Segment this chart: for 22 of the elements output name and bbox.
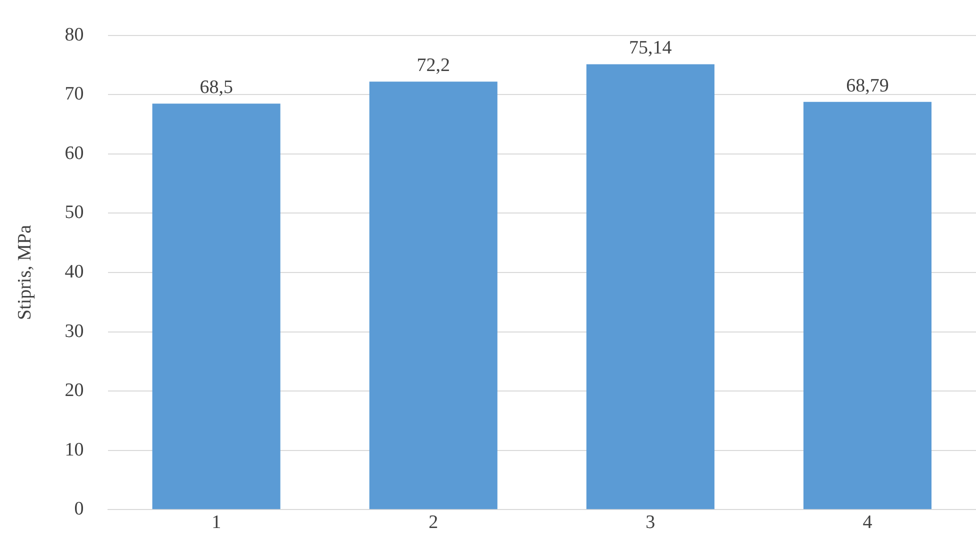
data-label: 68,79 bbox=[846, 75, 889, 96]
bar bbox=[369, 82, 498, 510]
y-tick-label: 40 bbox=[64, 261, 84, 282]
y-tick-label: 80 bbox=[64, 24, 84, 46]
data-label: 72,2 bbox=[416, 55, 450, 76]
y-tick-label: 70 bbox=[64, 84, 84, 105]
x-tick-label: 1 bbox=[212, 512, 222, 533]
x-tick-label: 3 bbox=[646, 512, 656, 533]
bar bbox=[152, 104, 280, 510]
y-tick-label: 60 bbox=[64, 142, 84, 164]
x-tick-label: 4 bbox=[862, 512, 873, 533]
bar bbox=[586, 64, 714, 510]
y-axis-title: Stipris, MPa bbox=[14, 224, 36, 320]
data-label: 75,14 bbox=[629, 38, 672, 59]
y-tick-label: 10 bbox=[64, 439, 84, 460]
y-tick-label: 0 bbox=[74, 498, 84, 520]
data-label: 68,5 bbox=[200, 77, 233, 98]
x-tick-label: 2 bbox=[428, 512, 438, 533]
y-tick-label: 50 bbox=[64, 202, 84, 224]
y-tick-label: 20 bbox=[64, 380, 84, 402]
bar bbox=[803, 102, 932, 510]
y-tick-label: 30 bbox=[64, 320, 84, 342]
